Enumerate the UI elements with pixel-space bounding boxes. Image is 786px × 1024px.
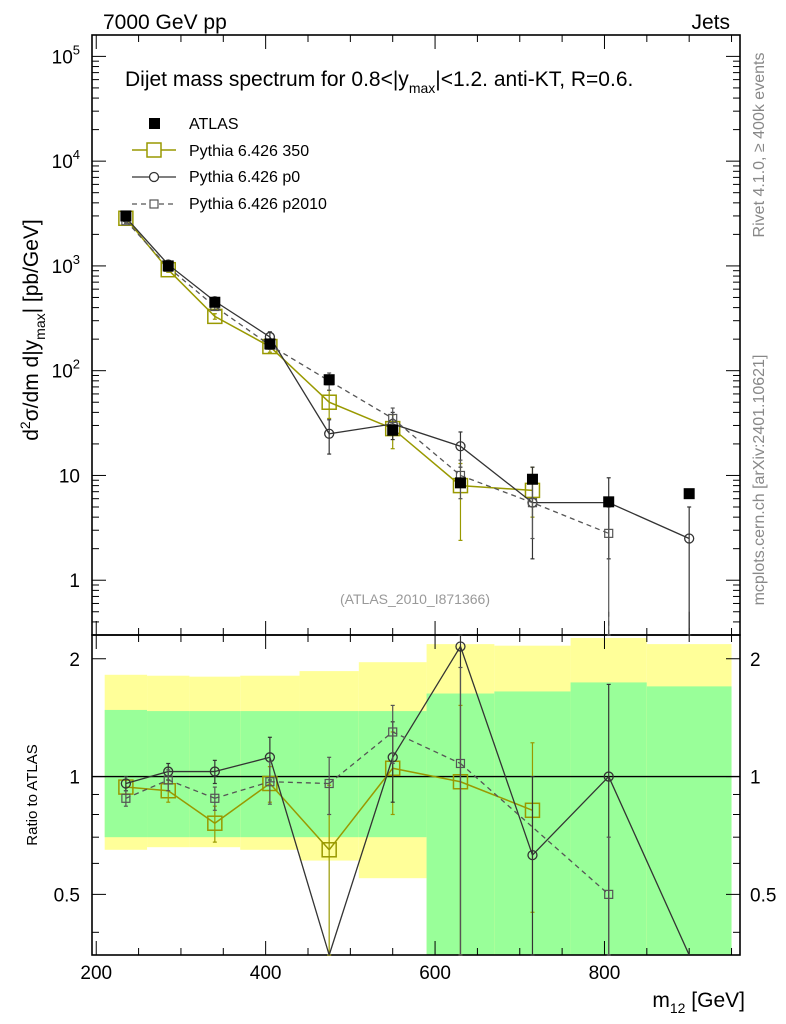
ratio-y-tick-label: 2 (69, 650, 80, 671)
plot-title: Dijet mass spectrum for 0.8<|ymax|<1.2. … (125, 68, 633, 96)
main-point-p2010 (604, 528, 614, 538)
main-point-350 (321, 394, 337, 410)
axes: 200 400 600 800 1 10 102 103 104 105 0.5 0.5 1 1 2 2 (52, 35, 776, 984)
main-point-p0 (455, 441, 466, 452)
ratio-point-p2010 (604, 889, 614, 899)
legend-atlas-marker (149, 118, 160, 129)
atlas-data-point (526, 473, 538, 485)
main-line-350 (125, 217, 533, 492)
ratio-line-p0 (608, 776, 690, 956)
main-y-axis-label: d2σ/dm d|ymax| [pb/GeV] (17, 219, 48, 441)
main-line-p2010 (125, 220, 609, 534)
legend-p0-marker (148, 171, 160, 183)
ratio-line-350 (214, 782, 271, 824)
ratio-point-p2010 (455, 758, 466, 769)
ratio-uncertainty-bands (92, 637, 740, 955)
legend: ATLAS Pythia 6.426 350 Pythia 6.426 p0 P… (132, 116, 327, 213)
main-line-p0 (125, 217, 690, 540)
atlas-data-point (454, 477, 466, 489)
ratio-point-p0 (603, 771, 614, 782)
ratio-line-p2010 (392, 731, 461, 765)
ratio-line-350 (167, 790, 216, 824)
atlas-data-point (120, 210, 132, 222)
main-y-tick-label: 1 (69, 571, 80, 592)
mcplots-source-label: mcplots.cern.ch [arXiv:2401.10621] (751, 355, 768, 606)
ratio-y-tick-label-right: 1 (750, 768, 761, 789)
ratio-line-p0 (269, 757, 330, 956)
main-y-tick-label: 10 (59, 466, 80, 487)
ratio-point-p2010 (121, 793, 131, 803)
ratio-line-350 (269, 783, 330, 851)
ratio-point-p0 (209, 766, 220, 777)
category-label: Jets (691, 11, 730, 34)
legend-p0: Pythia 6.426 p0 (189, 169, 300, 186)
atlas-data-point (603, 496, 615, 508)
ratio-line-p0 (214, 756, 271, 773)
series-group (118, 210, 695, 956)
ratio-point-p2010 (265, 777, 275, 787)
ratio-y-tick-label-right: 0.5 (750, 885, 776, 906)
ratio-point-p0 (455, 641, 466, 652)
ratio-point-350 (321, 842, 337, 858)
atlas-data-point (323, 374, 335, 386)
main-y-tick-label: 103 (52, 252, 80, 278)
legend-atlas: ATLAS (189, 116, 239, 133)
ratio-line-p2010 (269, 781, 330, 785)
atlas-data-point (162, 260, 174, 272)
ratio-line-350 (328, 767, 394, 851)
legend-p2010-marker (149, 199, 159, 209)
green-band-bin (104, 709, 148, 838)
x-tick-label: 800 (589, 963, 621, 984)
ratio-plot-frame (91, 634, 741, 956)
ratio-point-p2010 (388, 727, 398, 737)
main-point-p0 (684, 533, 695, 544)
main-point-p0 (324, 428, 335, 439)
ratio-y-tick-label-right: 2 (750, 650, 761, 671)
atlas-data-point (264, 338, 276, 350)
ratio-line-p2010 (460, 762, 610, 895)
main-y-tick-label: 102 (52, 357, 80, 383)
collider-label: 7000 GeV pp (103, 11, 227, 34)
rivet-version-label: Rivet 4.1.0, ≥ 400k events (751, 53, 768, 238)
x-tick-label: 200 (80, 963, 112, 984)
analysis-id: (ATLAS_2010_I871366) (340, 591, 490, 607)
ratio-point-350 (207, 815, 223, 831)
ratio-line-p0 (392, 646, 462, 758)
ratio-y-tick-label: 0.5 (54, 885, 80, 906)
x-tick-label: 600 (419, 963, 451, 984)
main-point-p2010 (527, 498, 538, 508)
atlas-data-point (209, 296, 221, 308)
ratio-point-p2010 (210, 793, 220, 803)
green-band-bin (646, 686, 732, 955)
x-tick-label: 400 (250, 963, 282, 984)
ratio-point-p0 (527, 849, 538, 861)
ratio-y-axis-label: Ratio to ATLAS (24, 744, 41, 845)
ratio-point-p2010 (163, 775, 173, 785)
ratio-line-p2010 (214, 781, 271, 799)
ratio-line-p0 (125, 770, 169, 785)
atlas-data-point (387, 424, 399, 436)
ratio-line-p2010 (125, 779, 169, 799)
ratio-point-p0 (120, 778, 132, 789)
ratio-line-p0 (328, 757, 394, 956)
legend-p2010: Pythia 6.426 p2010 (189, 196, 327, 213)
main-y-tick-label: 104 (52, 147, 80, 173)
ratio-line-p2010 (328, 731, 394, 785)
ratio-point-p2010 (324, 778, 334, 789)
atlas-data-point (683, 488, 695, 500)
ratio-line-p0 (532, 776, 610, 856)
main-y-tick-label: 105 (52, 42, 80, 68)
legend-p350: Pythia 6.426 350 (189, 143, 309, 160)
ratio-line-350 (392, 767, 461, 783)
x-axis-label: m12 [GeV] (652, 989, 745, 1016)
ratio-y-tick-label: 1 (69, 768, 80, 789)
main-point-p2010 (388, 413, 398, 424)
legend-p350-marker (146, 142, 162, 158)
ratio-line-p0 (459, 646, 534, 856)
